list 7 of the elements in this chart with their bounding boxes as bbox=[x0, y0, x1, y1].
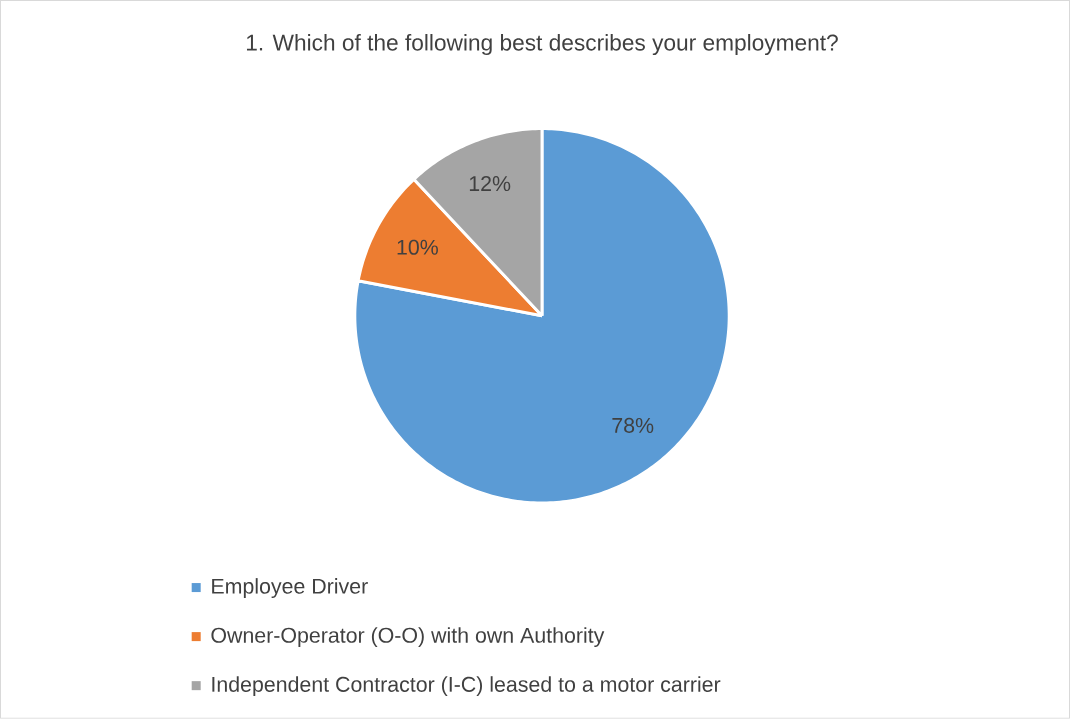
legend-label: Independent Contractor (I-C) leased to a motor carrier bbox=[212, 676, 721, 697]
legend-label: Employee Driver bbox=[212, 578, 368, 599]
data-label: 78% bbox=[612, 418, 654, 434]
data-label: 12% bbox=[469, 176, 511, 192]
chart-title: 1. Which of the following best describes your employment? bbox=[246, 34, 838, 56]
legend-label: Owner-Operator (O-O) with own Authority bbox=[211, 627, 605, 648]
data-label: 10% bbox=[397, 239, 438, 255]
